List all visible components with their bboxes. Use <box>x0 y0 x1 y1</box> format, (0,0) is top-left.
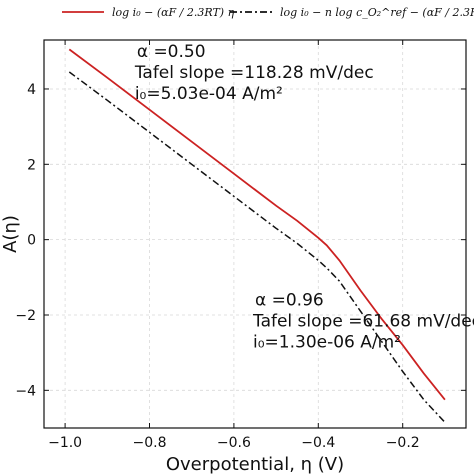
grid <box>44 40 466 428</box>
y-tick-label: 2 <box>27 157 36 173</box>
annotation-1-line-3: i₀=5.03e-04 A/m² <box>135 84 283 104</box>
annotation-1-line-1: α =0.50 <box>137 42 206 62</box>
y-tick-label: −4 <box>15 383 36 399</box>
series-layer <box>68 48 446 423</box>
ticks: −1.0 −0.8 −0.6 −0.4 −0.2 −4 −2 0 2 4 <box>15 40 466 451</box>
x-tick-label: −1.0 <box>48 435 82 451</box>
plot-frame <box>43 39 467 429</box>
annotation-2-line-2: Tafel slope =61.68 mV/dec <box>252 312 474 332</box>
legend-label-2: log i₀ − n log c_O₂^ref − (αF / 2.3RT) η <box>280 6 474 19</box>
x-tick-label: −0.8 <box>133 435 167 451</box>
y-tick-label: 4 <box>27 82 36 98</box>
series-line-2 <box>68 71 446 423</box>
legend: log i₀ − (αF / 2.3RT) η log i₀ − n log c_… <box>62 6 474 19</box>
annotation-2-line-3: i₀=1.30e-06 A/m² <box>253 333 401 353</box>
annotation-2-line-1: α =0.96 <box>255 291 324 311</box>
y-tick-label: 0 <box>27 233 36 249</box>
legend-label-1: log i₀ − (αF / 2.3RT) η <box>112 6 235 19</box>
x-tick-label: −0.6 <box>217 435 251 451</box>
y-tick-label: −2 <box>15 308 36 324</box>
x-tick-label: −0.4 <box>301 435 335 451</box>
x-tick-label: −0.2 <box>386 435 420 451</box>
series-line-1 <box>68 48 446 401</box>
annotation-1-line-2: Tafel slope =118.28 mV/dec <box>134 63 374 83</box>
y-axis-title: A(η) <box>0 215 21 253</box>
x-axis-title: Overpotential, η (V) <box>166 454 344 474</box>
